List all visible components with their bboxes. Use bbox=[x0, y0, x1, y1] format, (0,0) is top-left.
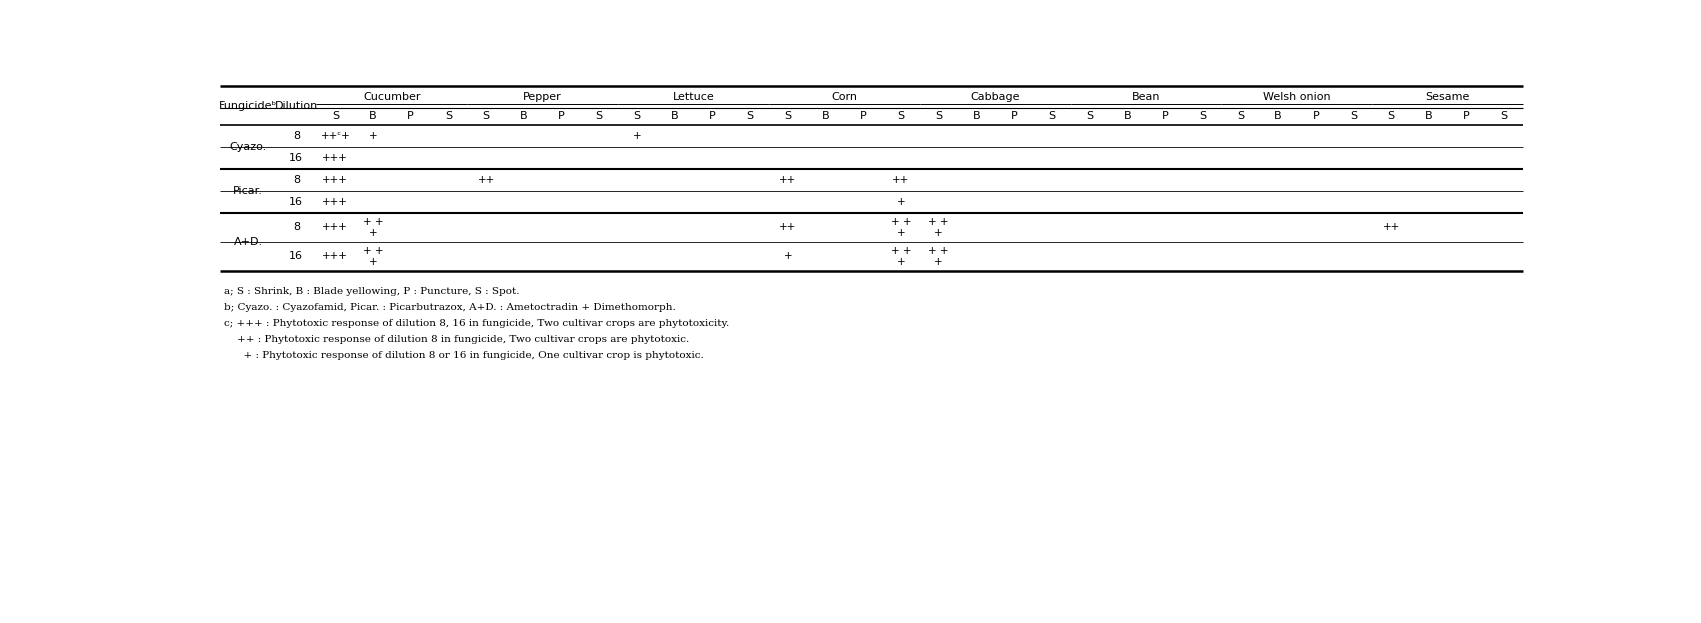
Text: S: S bbox=[1199, 112, 1206, 121]
Text: Picar.: Picar. bbox=[233, 186, 264, 196]
Text: S: S bbox=[1048, 112, 1055, 121]
Text: B: B bbox=[670, 112, 679, 121]
Text: Cyazo.: Cyazo. bbox=[230, 142, 267, 152]
Text: Dilution: Dilution bbox=[274, 100, 318, 110]
Text: Lettuce: Lettuce bbox=[672, 92, 714, 102]
Text: P: P bbox=[1463, 112, 1470, 121]
Text: ++: ++ bbox=[893, 174, 910, 184]
Text: +++: +++ bbox=[323, 153, 349, 163]
Text: S: S bbox=[898, 112, 905, 121]
Text: S: S bbox=[747, 112, 754, 121]
Text: c; +++ : Phytotoxic response of dilution 8, 16 in fungicide, Two cultivar crops : c; +++ : Phytotoxic response of dilution… bbox=[225, 319, 730, 328]
Text: + +
+: + + + bbox=[891, 246, 912, 267]
Text: Cabbage: Cabbage bbox=[971, 92, 1021, 102]
Text: P: P bbox=[709, 112, 716, 121]
Text: B: B bbox=[1425, 112, 1432, 121]
Text: S: S bbox=[936, 112, 942, 121]
Text: P: P bbox=[407, 112, 413, 121]
Text: +++: +++ bbox=[323, 174, 349, 184]
Text: Cucumber: Cucumber bbox=[362, 92, 420, 102]
Text: A+D.: A+D. bbox=[233, 237, 264, 247]
Text: S: S bbox=[446, 112, 452, 121]
Text: S: S bbox=[633, 112, 641, 121]
Text: S: S bbox=[483, 112, 490, 121]
Text: + +
+: + + + bbox=[891, 217, 912, 238]
Text: + : Phytotoxic response of dilution 8 or 16 in fungicide, One cultivar crop is p: + : Phytotoxic response of dilution 8 or… bbox=[225, 351, 704, 360]
Text: 16: 16 bbox=[289, 153, 303, 163]
Text: P: P bbox=[1162, 112, 1169, 121]
Text: 16: 16 bbox=[289, 197, 303, 207]
Text: S: S bbox=[332, 112, 338, 121]
Text: B: B bbox=[1274, 112, 1283, 121]
Text: 8: 8 bbox=[293, 131, 299, 141]
Text: + +
+: + + + bbox=[929, 217, 949, 238]
Text: + +
+: + + + bbox=[929, 246, 949, 267]
Text: S: S bbox=[1388, 112, 1395, 121]
Text: B: B bbox=[822, 112, 830, 121]
Text: ++ : Phytotoxic response of dilution 8 in fungicide, Two cultivar crops are phyt: ++ : Phytotoxic response of dilution 8 i… bbox=[225, 335, 689, 344]
Text: S: S bbox=[784, 112, 791, 121]
Text: S: S bbox=[1237, 112, 1243, 121]
Text: S: S bbox=[1085, 112, 1094, 121]
Text: ++ᶜ+: ++ᶜ+ bbox=[320, 131, 350, 141]
Text: ++: ++ bbox=[1383, 222, 1400, 232]
Text: Corn: Corn bbox=[832, 92, 857, 102]
Text: +++: +++ bbox=[323, 197, 349, 207]
Text: +: + bbox=[633, 131, 641, 141]
Text: S: S bbox=[595, 112, 602, 121]
Text: 8: 8 bbox=[293, 222, 299, 232]
Text: Pepper: Pepper bbox=[524, 92, 561, 102]
Text: Sesame: Sesame bbox=[1425, 92, 1470, 102]
Text: Welsh onion: Welsh onion bbox=[1264, 92, 1330, 102]
Text: ++: ++ bbox=[779, 174, 796, 184]
Text: S: S bbox=[1351, 112, 1357, 121]
Text: B: B bbox=[369, 112, 378, 121]
Text: a; S : Shrink, B : Blade yellowing, P : Puncture, S : Spot.: a; S : Shrink, B : Blade yellowing, P : … bbox=[225, 287, 521, 295]
Text: + +
+: + + + bbox=[362, 217, 383, 238]
Text: +++: +++ bbox=[323, 222, 349, 232]
Text: +: + bbox=[896, 197, 905, 207]
Text: B: B bbox=[1123, 112, 1131, 121]
Text: +: + bbox=[784, 252, 793, 262]
Text: S: S bbox=[1500, 112, 1507, 121]
Text: Fungicideᵇ: Fungicideᵇ bbox=[219, 100, 277, 110]
Text: Bean: Bean bbox=[1131, 92, 1160, 102]
Text: + +
+: + + + bbox=[362, 246, 383, 267]
Text: P: P bbox=[1010, 112, 1017, 121]
Text: 8: 8 bbox=[293, 174, 299, 184]
Text: B: B bbox=[973, 112, 980, 121]
Text: ++: ++ bbox=[779, 222, 796, 232]
Text: +: + bbox=[369, 131, 378, 141]
Text: ++: ++ bbox=[478, 174, 495, 184]
Text: P: P bbox=[861, 112, 866, 121]
Text: P: P bbox=[1313, 112, 1320, 121]
Text: P: P bbox=[558, 112, 565, 121]
Text: +++: +++ bbox=[323, 252, 349, 262]
Text: B: B bbox=[521, 112, 527, 121]
Text: b; Cyazo. : Cyazofamid, Picar. : Picarbutrazox, A+D. : Ametoctradin + Dimethomor: b; Cyazo. : Cyazofamid, Picar. : Picarbu… bbox=[225, 303, 675, 312]
Text: 16: 16 bbox=[289, 252, 303, 262]
